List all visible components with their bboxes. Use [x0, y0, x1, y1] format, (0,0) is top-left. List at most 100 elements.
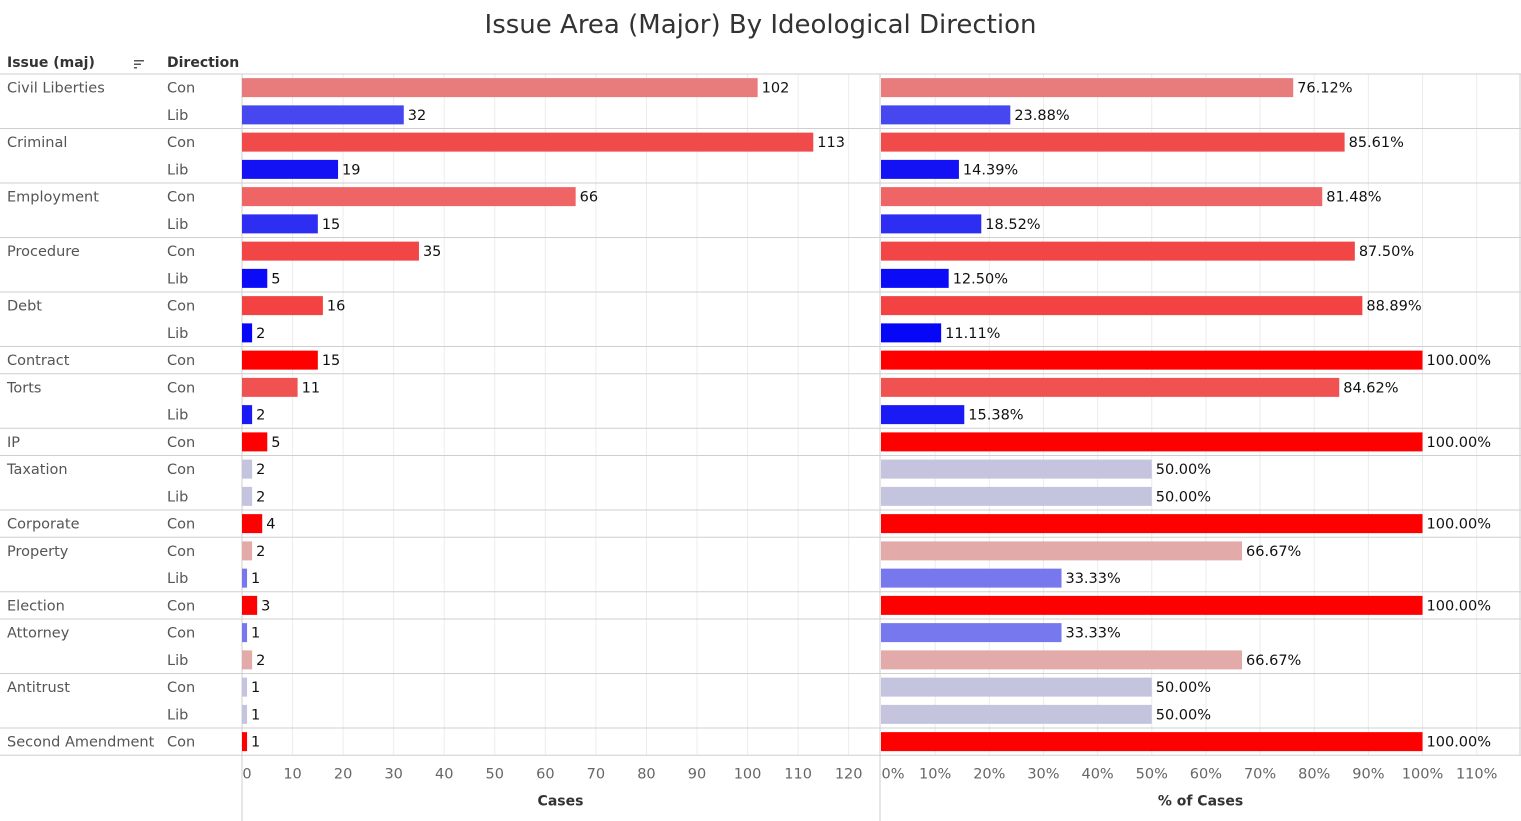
issue-label: Property [7, 544, 69, 560]
pct-tick-label: 10% [919, 766, 951, 782]
pct-tick-label: 60% [1190, 766, 1222, 782]
issue-label: Debt [7, 299, 42, 315]
cases-axis-title: Cases [538, 793, 584, 809]
cases-value-label: 3 [261, 598, 270, 614]
cases-bar [242, 568, 248, 588]
pct-bar [881, 105, 1011, 125]
cases-value-label: 2 [256, 326, 265, 342]
pct-value-label: 11.11% [945, 326, 1000, 342]
direction-label: Lib [167, 217, 188, 233]
pct-bar [881, 159, 959, 179]
pct-value-label: 15.38% [968, 408, 1023, 424]
pct-bar [881, 732, 1423, 752]
pct-bar [881, 595, 1423, 615]
cases-tick-label: 20 [334, 766, 352, 782]
pct-value-label: 87.50% [1359, 244, 1414, 260]
cases-bar [242, 78, 758, 98]
direction-label: Con [167, 517, 195, 533]
pct-bar [881, 241, 1355, 261]
issue-label: Attorney [7, 626, 70, 642]
cases-tick-label: 30 [384, 766, 402, 782]
pct-value-label: 85.61% [1349, 135, 1404, 151]
sort-icon[interactable] [133, 58, 145, 70]
direction-label: Lib [167, 707, 188, 723]
cases-tick-label: 80 [637, 766, 655, 782]
direction-label: Con [167, 626, 195, 642]
chart-title: Issue Area (Major) By Ideological Direct… [484, 10, 1037, 40]
cases-bar [242, 159, 339, 179]
issue-label: Civil Liberties [7, 81, 105, 97]
cases-bar [242, 595, 258, 615]
pct-value-label: 66.67% [1246, 653, 1301, 669]
issue-label: Second Amendment [7, 735, 155, 751]
pct-bar [881, 623, 1062, 643]
direction-label: Con [167, 299, 195, 315]
cases-value-label: 2 [256, 544, 265, 560]
cases-tick-label: 100 [734, 766, 762, 782]
pct-value-label: 100.00% [1427, 598, 1492, 614]
pct-tick-label: 0% [881, 766, 904, 782]
cases-bar [242, 350, 318, 370]
pct-bar [881, 432, 1423, 452]
issue-label: Antitrust [7, 680, 70, 696]
pct-value-label: 100.00% [1427, 517, 1492, 533]
pct-value-label: 33.33% [1065, 571, 1120, 587]
direction-label: Lib [167, 653, 188, 669]
pct-bar [881, 677, 1152, 697]
direction-label: Con [167, 353, 195, 369]
issue-label: Contract [7, 353, 70, 369]
pct-tick-label: 90% [1352, 766, 1384, 782]
cases-tick-label: 50 [486, 766, 504, 782]
issue-column-header[interactable]: Issue (maj) [7, 55, 95, 71]
pct-bar [881, 323, 942, 343]
pct-tick-label: 20% [973, 766, 1005, 782]
pct-bar [881, 350, 1423, 370]
cases-tick-label: 40 [435, 766, 453, 782]
pct-value-label: 76.12% [1297, 81, 1352, 97]
direction-label: Lib [167, 108, 188, 124]
direction-label: Con [167, 244, 195, 260]
cases-bar [242, 296, 323, 316]
pct-tick-label: 100% [1402, 766, 1443, 782]
pct-value-label: 18.52% [985, 217, 1040, 233]
cases-bar [242, 432, 268, 452]
pct-bar [881, 405, 965, 425]
pct-bar [881, 187, 1323, 207]
cases-value-label: 1 [251, 680, 260, 696]
cases-bar [242, 405, 253, 425]
cases-bar [242, 268, 268, 288]
cases-bar [242, 105, 404, 125]
pct-value-label: 50.00% [1156, 462, 1211, 478]
direction-label: Con [167, 462, 195, 478]
direction-label: Lib [167, 271, 188, 287]
pct-tick-label: 30% [1027, 766, 1059, 782]
cases-tick-label: 0 [242, 766, 251, 782]
cases-tick-label: 10 [283, 766, 301, 782]
direction-label: Con [167, 735, 195, 751]
cases-bar [242, 704, 248, 724]
pct-tick-label: 50% [1136, 766, 1168, 782]
cases-bar [242, 459, 253, 479]
pct-value-label: 88.89% [1366, 299, 1421, 315]
pct-bar [881, 459, 1152, 479]
direction-column-header: Direction [167, 55, 240, 71]
pct-bar [881, 296, 1363, 316]
pct-value-label: 23.88% [1014, 108, 1069, 124]
direction-label: Con [167, 380, 195, 396]
cases-value-label: 1 [251, 571, 260, 587]
pct-value-label: 66.67% [1246, 544, 1301, 560]
issue-label: Torts [6, 380, 41, 396]
direction-label: Con [167, 598, 195, 614]
pct-tick-label: 70% [1244, 766, 1276, 782]
pct-bar [881, 704, 1152, 724]
cases-value-label: 1 [251, 735, 260, 751]
cases-value-label: 15 [322, 217, 340, 233]
pct-value-label: 100.00% [1427, 435, 1492, 451]
direction-label: Lib [167, 408, 188, 424]
pct-bar [881, 514, 1423, 534]
pct-value-label: 84.62% [1343, 380, 1398, 396]
pct-tick-label: 80% [1298, 766, 1330, 782]
cases-value-label: 113 [817, 135, 845, 151]
pct-value-label: 100.00% [1427, 353, 1492, 369]
